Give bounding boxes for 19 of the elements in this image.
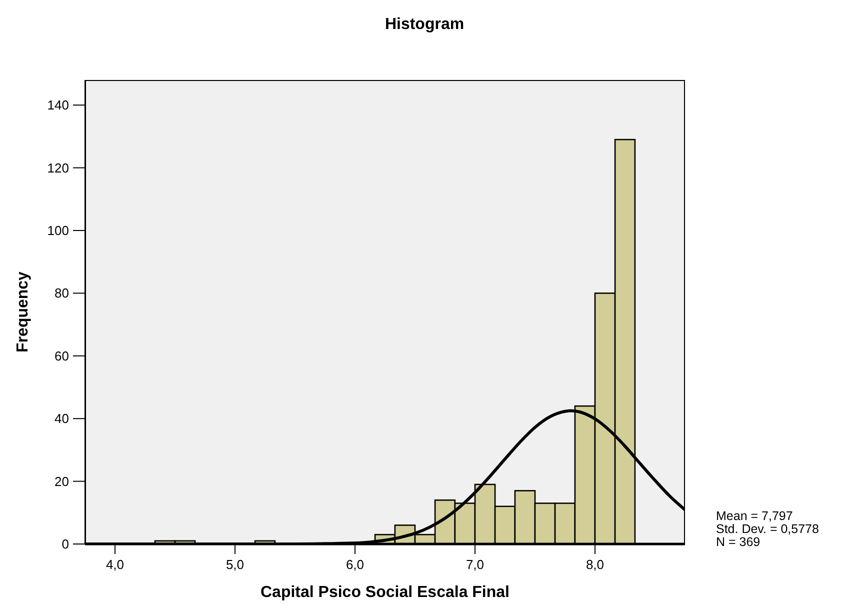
y-tick-label: 0 <box>62 536 69 552</box>
text: N = 369 <box>716 535 762 549</box>
y-tick-label: 100 <box>47 222 69 238</box>
y-tick-label: 20 <box>54 474 69 489</box>
y-tick-label: 140 <box>47 98 69 113</box>
y-axis-title: Frequency <box>14 271 32 352</box>
x-tick-label: 5,0 <box>226 557 244 572</box>
y-tick-label: 40 <box>54 411 69 426</box>
x-tick-label: 6,0 <box>346 557 364 572</box>
y-tick-label: 80 <box>54 286 69 301</box>
text: Mean = 7,797 <box>716 509 794 523</box>
x-tick-label: 4,0 <box>106 557 124 572</box>
x-axis-title: Capital Psico Social Escala Final <box>260 584 510 601</box>
y-tick-label: 120 <box>47 160 69 176</box>
x-tick-label: 7,0 <box>466 557 484 572</box>
text: Std. Dev. = 0,5778 <box>716 522 819 536</box>
chart-title: Histogram <box>384 16 466 34</box>
x-tick-label: 8,0 <box>586 557 604 572</box>
y-tick-label: 60 <box>54 348 69 364</box>
